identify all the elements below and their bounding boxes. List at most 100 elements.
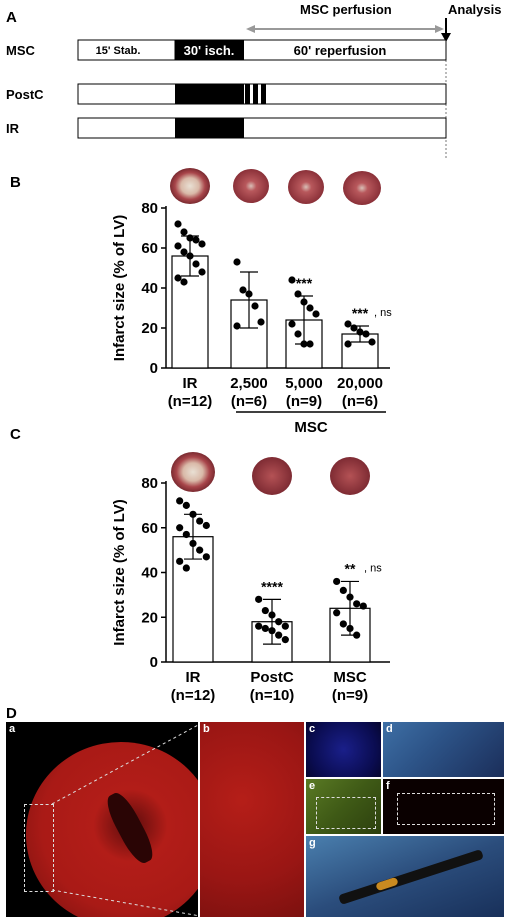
data-point bbox=[176, 524, 184, 532]
postc-cycle-0 bbox=[245, 84, 250, 104]
data-point bbox=[180, 248, 188, 256]
category-n-3: (n=6) bbox=[342, 393, 378, 410]
group-label: MSC bbox=[294, 419, 328, 436]
y-tick-label: 40 bbox=[141, 565, 158, 582]
protocol-rows: MSC 15' Stab. 30' isch. 60' reperfusion Post… bbox=[6, 39, 447, 139]
data-point bbox=[186, 252, 194, 260]
category-n-2: (n=9) bbox=[286, 393, 322, 410]
panel-label-d: D bbox=[6, 705, 17, 722]
data-point bbox=[288, 276, 296, 284]
postc-cycle-1 bbox=[253, 84, 258, 104]
zoom-box-f bbox=[397, 793, 495, 825]
ischemia-block-0 bbox=[175, 40, 244, 60]
category-label-2: 5,000 bbox=[285, 375, 323, 392]
data-point bbox=[339, 586, 347, 595]
y-tick-label: 60 bbox=[141, 240, 158, 257]
category-n-2: (n=9) bbox=[332, 687, 368, 704]
micrograph-label-d: d bbox=[386, 723, 393, 735]
micrograph-label-c: c bbox=[309, 723, 316, 735]
heart-section-5000 bbox=[288, 170, 324, 204]
data-point bbox=[174, 220, 182, 228]
category-n-0: (n=12) bbox=[168, 393, 213, 410]
data-point bbox=[176, 497, 184, 505]
data-point bbox=[294, 290, 302, 298]
data-point bbox=[306, 304, 314, 312]
heart-section-msc bbox=[330, 457, 370, 495]
data-point bbox=[300, 340, 308, 348]
y-tick-label: 80 bbox=[141, 475, 158, 492]
micrograph-label-b: b bbox=[203, 723, 210, 735]
category-n-1: (n=6) bbox=[231, 393, 267, 410]
y-tick-label: 0 bbox=[150, 654, 158, 671]
data-point bbox=[182, 501, 190, 509]
timeline-bar-0 bbox=[77, 39, 447, 61]
micrograph-label-f: f bbox=[386, 780, 390, 792]
data-point bbox=[180, 228, 188, 236]
reperfusion-label-0: 60' reperfusion bbox=[294, 43, 387, 58]
data-point bbox=[333, 577, 341, 586]
significance-1: **** bbox=[261, 578, 283, 594]
data-point bbox=[261, 606, 269, 615]
y-tick-label: 20 bbox=[141, 320, 158, 337]
data-point bbox=[268, 627, 276, 635]
y-tick-label: 60 bbox=[141, 520, 158, 537]
y-tick-label: 40 bbox=[141, 280, 158, 297]
significance-ns-2: , ns bbox=[364, 562, 382, 574]
data-point bbox=[288, 320, 296, 328]
postc-cycle-2 bbox=[261, 84, 266, 104]
y-axis-label: Infarct size (% of LV) bbox=[111, 215, 128, 361]
data-point bbox=[182, 530, 190, 539]
data-point bbox=[233, 258, 241, 266]
micrograph-label-g: g bbox=[309, 837, 316, 849]
stab-label-0: 15' Stab. bbox=[96, 45, 141, 57]
category-label-0: IR bbox=[183, 375, 198, 392]
ischemia-block-1 bbox=[175, 84, 244, 104]
data-point bbox=[346, 624, 354, 633]
data-point bbox=[346, 593, 354, 601]
data-point bbox=[306, 340, 314, 348]
data-point bbox=[281, 636, 289, 644]
analysis-header: Analysis bbox=[448, 2, 501, 17]
data-point bbox=[268, 611, 276, 619]
data-point bbox=[196, 546, 204, 554]
data-point bbox=[281, 622, 289, 630]
data-point bbox=[174, 242, 182, 250]
data-point bbox=[257, 318, 265, 326]
data-point bbox=[300, 298, 308, 306]
data-point bbox=[198, 240, 206, 248]
data-point bbox=[202, 521, 210, 530]
data-point bbox=[359, 602, 367, 610]
ischemia-label-0: 30' isch. bbox=[184, 43, 235, 58]
panel-label-b: B bbox=[10, 174, 21, 191]
data-point bbox=[251, 302, 259, 310]
data-point bbox=[239, 286, 247, 294]
data-point bbox=[186, 234, 194, 242]
category-n-1: (n=10) bbox=[250, 687, 295, 704]
data-point bbox=[339, 620, 347, 628]
category-label-2: MSC bbox=[333, 669, 367, 686]
analysis-arrow bbox=[441, 18, 451, 42]
data-point bbox=[353, 600, 361, 608]
micrograph-b: b bbox=[200, 722, 304, 917]
y-tick-label: 0 bbox=[150, 360, 158, 377]
data-point bbox=[356, 328, 364, 336]
data-point bbox=[233, 322, 241, 330]
data-point bbox=[182, 564, 190, 572]
data-point bbox=[255, 595, 263, 603]
msc-perfusion-header: MSC perfusion bbox=[300, 2, 392, 17]
y-tick-label: 20 bbox=[141, 609, 158, 626]
category-label-3: 20,000 bbox=[337, 375, 383, 392]
micrograph-f: f bbox=[383, 779, 504, 834]
data-point bbox=[344, 320, 352, 328]
data-point bbox=[368, 338, 376, 346]
row-label-0: MSC bbox=[6, 43, 36, 58]
data-point bbox=[275, 618, 283, 626]
vessel bbox=[338, 849, 484, 905]
data-point bbox=[333, 609, 341, 617]
heart-section-ir-c bbox=[171, 452, 215, 492]
heart-section-ir-b bbox=[170, 168, 210, 204]
significance-3: *** bbox=[352, 305, 369, 321]
chart-b: 0 20 40 60 80 Infarct size (% of LV) IR(n=12) 2… bbox=[111, 200, 392, 436]
